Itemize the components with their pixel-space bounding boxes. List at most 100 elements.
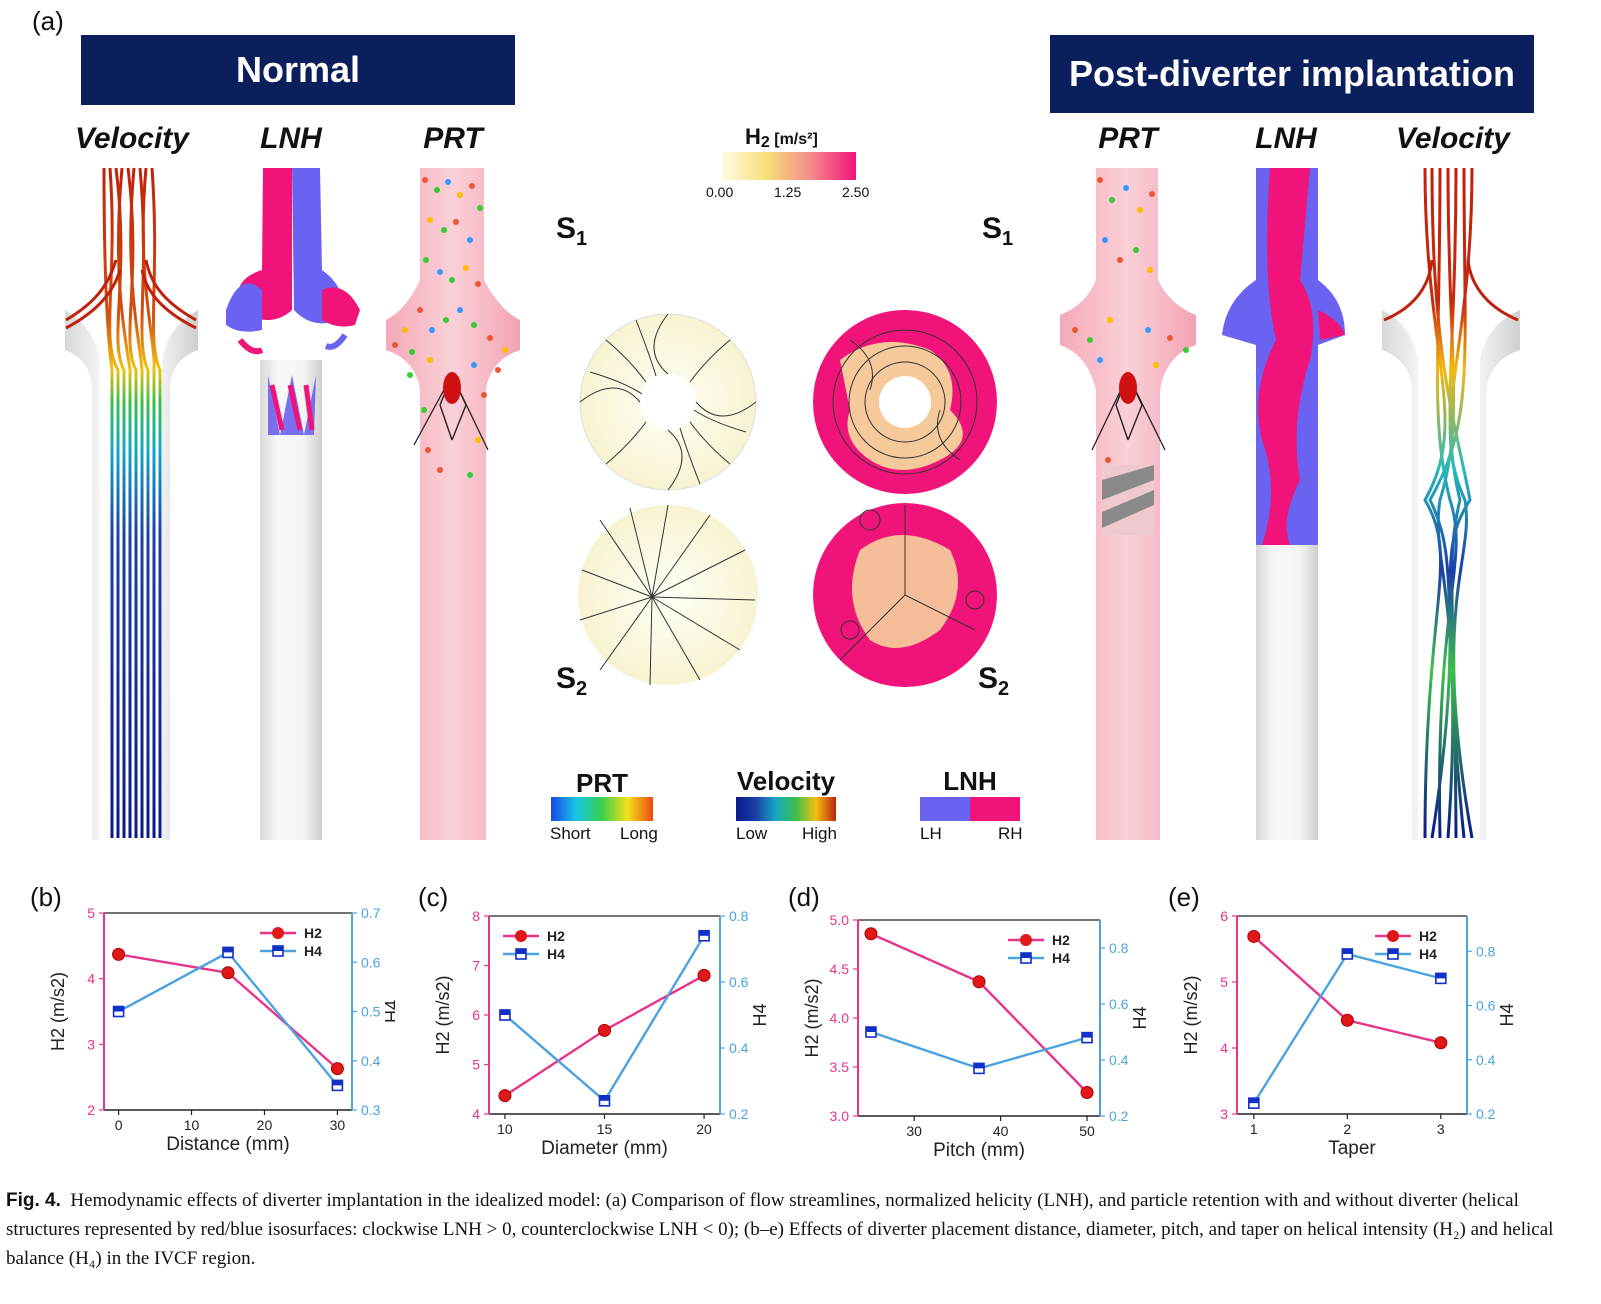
y-right-tick-label: 0.6 xyxy=(729,974,749,990)
y-right-tick-label: 0.8 xyxy=(1109,940,1129,956)
velocity-legend-title: Velocity xyxy=(736,766,836,796)
h4-point-fill xyxy=(113,1006,124,1012)
h4-point-fill xyxy=(223,947,233,953)
y-right-tick-label: 0.4 xyxy=(1476,1052,1496,1068)
y-right-axis-label: H4 xyxy=(382,1000,395,1023)
h2-colorbar xyxy=(722,152,856,180)
y-right-tick-label: 0.6 xyxy=(1476,998,1496,1014)
cross-section-s1-normal xyxy=(579,313,757,491)
x-tick-label: 40 xyxy=(993,1123,1009,1139)
h4-point-fill xyxy=(974,1063,984,1069)
velocity-legend-low: Low xyxy=(736,824,768,843)
legend-marker-h2 xyxy=(1387,930,1399,942)
caption-label: Fig. 4. xyxy=(6,1190,61,1211)
section-label-s2-right: S2 xyxy=(978,662,1010,700)
legend-marker-h2 xyxy=(1020,934,1032,946)
legend-label-h4: H4 xyxy=(1052,950,1070,966)
prt-particle-cloud-normal xyxy=(392,177,508,478)
panel-a-letter: (a) xyxy=(32,6,64,36)
col-title-normal-lnh: LNH xyxy=(260,122,322,155)
col-title-post-lnh: LNH xyxy=(1255,122,1317,155)
h2-point xyxy=(1247,929,1261,943)
lnh-swatch-rh xyxy=(970,797,1020,821)
h4-point-fill xyxy=(332,1080,343,1086)
col-title-post-velocity: Velocity xyxy=(1396,122,1510,155)
legend-marker-h4-fill xyxy=(516,949,526,954)
h2-point xyxy=(1340,1013,1354,1027)
figure-caption: Fig. 4. Hemodynamic effects of diverter … xyxy=(6,1186,1596,1273)
normal-velocity-streamlines xyxy=(65,167,198,840)
cross-section-s2-normal xyxy=(578,504,758,686)
x-tick-label: 20 xyxy=(257,1117,273,1133)
lnh-legend-title: LNH xyxy=(943,766,997,796)
post-velocity-streamlines xyxy=(1382,167,1520,840)
h2-point xyxy=(864,927,878,941)
y-left-tick-label: 3 xyxy=(87,1036,95,1052)
x-tick-label: 0 xyxy=(115,1117,123,1133)
lnh-swatch-lh xyxy=(920,797,970,821)
velocity-legend-high: High xyxy=(802,824,837,843)
banner-normal: Normal xyxy=(81,35,515,105)
post-lnh-isosurfaces xyxy=(1222,168,1345,840)
y-left-tick-label: 7 xyxy=(472,958,480,974)
h2-legend-title: H2 [m/s²] xyxy=(745,124,818,151)
y-right-tick-label: 0.2 xyxy=(1476,1106,1496,1122)
x-tick-label: 10 xyxy=(497,1121,513,1137)
chart-e-taper: 1 2 3 3 4 5 6 0.2 0.4 0.6 0.8 Taper H2 (m/s2) H4 H2 H4 xyxy=(1181,908,1517,1159)
flow-visualizations xyxy=(65,167,1520,840)
legend-label-h4: H4 xyxy=(1419,946,1437,962)
series-line-h4 xyxy=(1252,952,1442,1104)
y-right-tick-label: 0.2 xyxy=(729,1106,749,1122)
legend-marker-h4-fill xyxy=(1388,949,1398,954)
h2-point xyxy=(112,947,126,961)
panel-b-letter: (b) xyxy=(30,882,62,912)
y-left-tick-label: 4 xyxy=(87,971,95,987)
y-left-axis-label: H2 (m/s2) xyxy=(48,972,68,1051)
y-right-axis-label: H4 xyxy=(750,1003,770,1026)
y-left-tick-label: 5 xyxy=(1220,974,1228,990)
h2-point xyxy=(221,966,235,980)
x-tick-label: 10 xyxy=(184,1117,200,1133)
y-right-tick-label: 0.6 xyxy=(1109,996,1129,1012)
panel-c-letter: (c) xyxy=(418,882,449,912)
y-left-axis-label: H2 (m/s2) xyxy=(1181,975,1201,1054)
y-left-tick-label: 3.5 xyxy=(830,1059,850,1075)
y-left-tick-label: 3 xyxy=(1220,1106,1228,1122)
lnh-legend-high: RH xyxy=(998,824,1023,843)
chart-d-pitch: 30 40 50 3.0 3.5 4.0 4.5 5.0 0.2 0.4 0.6 0.8 Pitch (… xyxy=(802,912,1150,1161)
h2-tick-1: 1.25 xyxy=(774,184,802,200)
y-left-tick-label: 8 xyxy=(472,908,480,924)
panel-e-letter: (e) xyxy=(1168,882,1200,912)
x-axis-label: Pitch (mm) xyxy=(933,1140,1025,1161)
col-title-normal-prt: PRT xyxy=(423,122,483,155)
x-tick-label: 30 xyxy=(906,1123,922,1139)
x-tick-label: 3 xyxy=(1437,1121,1445,1137)
y-right-tick-label: 0.4 xyxy=(1109,1052,1129,1068)
y-right-tick-label: 0.7 xyxy=(361,905,381,921)
h4-point-fill xyxy=(1435,973,1446,979)
chart-c-diameter: 10 15 20 4 5 6 7 8 0.2 0.4 0.6 0.8 Diameter (mm) H2 (… xyxy=(433,908,770,1159)
legend-label-h4: H4 xyxy=(547,946,565,962)
y-left-tick-label: 5 xyxy=(87,905,95,921)
y-right-tick-label: 0.5 xyxy=(361,1004,381,1020)
y-left-tick-label: 2 xyxy=(87,1102,95,1118)
y-left-tick-label: 6 xyxy=(1220,908,1228,924)
panel-d-letter: (d) xyxy=(788,882,820,912)
y-left-tick-label: 4.0 xyxy=(830,1010,850,1026)
legend-marker-h4-fill xyxy=(273,946,283,951)
x-axis-label: Diameter (mm) xyxy=(541,1138,668,1159)
y-right-tick-label: 0.3 xyxy=(361,1102,381,1118)
y-right-tick-label: 0.2 xyxy=(1109,1108,1129,1124)
h2-point xyxy=(330,1062,344,1076)
section-label-s1-left: S1 xyxy=(556,212,588,250)
legend-label-h2: H2 xyxy=(304,925,322,941)
h4-point-fill xyxy=(699,930,710,936)
h4-point-fill xyxy=(1248,1098,1259,1104)
y-right-tick-label: 0.6 xyxy=(361,954,381,970)
h4-point-fill xyxy=(499,1010,510,1015)
legend-marker-h2 xyxy=(515,930,527,942)
h4-point-fill xyxy=(865,1027,876,1032)
y-left-tick-label: 5.0 xyxy=(830,912,850,928)
y-left-tick-label: 5 xyxy=(472,1057,480,1073)
y-right-tick-label: 0.4 xyxy=(729,1040,749,1056)
